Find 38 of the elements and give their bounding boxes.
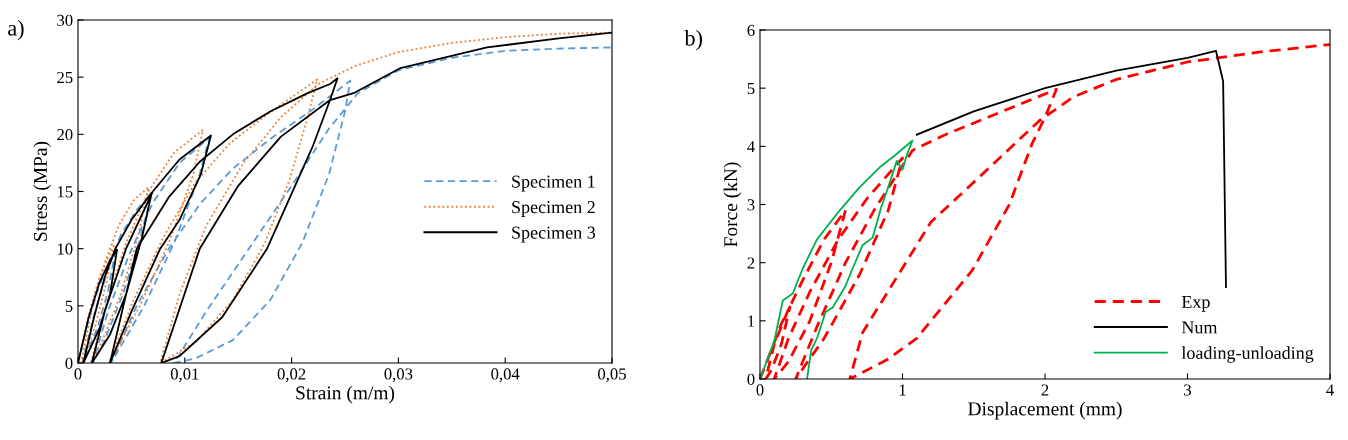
y-tick-label: 10 xyxy=(57,243,73,255)
x-tick-label: 0,04 xyxy=(491,368,520,382)
line-series xyxy=(915,50,1227,289)
y-tick-label: 0 xyxy=(65,357,73,369)
x-tick-label: 2 xyxy=(1041,384,1049,396)
legend-label: Specimen 1 xyxy=(512,175,595,192)
y-tick-label: 5 xyxy=(747,83,755,95)
x-tick-label: 0,03 xyxy=(384,368,413,382)
legend-label: loading-unloading xyxy=(1181,346,1314,363)
line-series xyxy=(760,139,914,379)
legend-label: Specimen 3 xyxy=(512,226,596,243)
y-tick-label: 6 xyxy=(747,24,755,36)
legend-label: Exp xyxy=(1181,296,1210,312)
x-axis-title: Strain (m/m) xyxy=(296,385,395,404)
y-tick-label: 3 xyxy=(747,199,755,211)
y-tick-label: 25 xyxy=(57,71,73,84)
y-tick-label: 1 xyxy=(748,315,755,327)
y-axis-title: Force (kN) xyxy=(723,162,742,247)
x-tick-label: 0 xyxy=(74,368,82,380)
y-tick-label: 2 xyxy=(747,257,755,269)
x-tick-label: 1 xyxy=(899,384,906,396)
legend-label: Specimen 2 xyxy=(512,201,595,217)
y-tick-label: 30 xyxy=(57,14,73,26)
x-tick-label: 0,02 xyxy=(277,368,306,382)
text: a) xyxy=(8,20,24,41)
x-tick-label: 3 xyxy=(1184,384,1192,396)
x-axis-title: Displacement (mm) xyxy=(968,401,1122,420)
y-axis-title: Stress (MPa) xyxy=(33,141,51,241)
x-tick-label: 0 xyxy=(756,384,764,396)
text: b) xyxy=(684,30,703,51)
legend-label: Num xyxy=(1181,321,1218,334)
x-tick-label: 0,01 xyxy=(170,368,199,382)
y-tick-label: 20 xyxy=(57,129,73,141)
x-tick-label: 0,05 xyxy=(598,368,626,382)
y-tick-label: 15 xyxy=(57,186,73,198)
x-tick-label: 4 xyxy=(1326,384,1334,396)
y-tick-label: 4 xyxy=(747,141,755,153)
y-tick-label: 5 xyxy=(65,300,73,312)
